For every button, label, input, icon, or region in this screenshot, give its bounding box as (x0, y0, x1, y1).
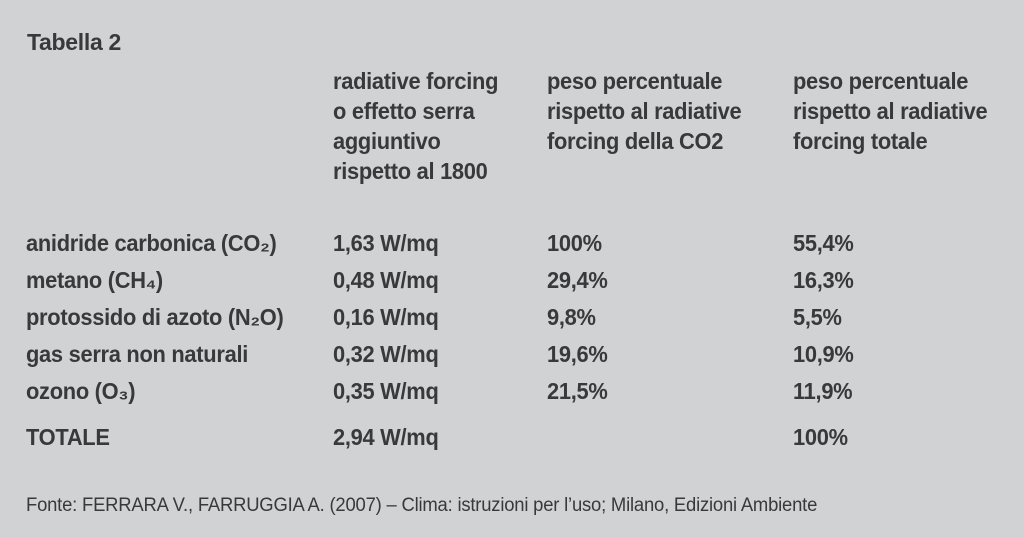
header-cell-pct-co2: peso percentuale rispetto al radiative f… (547, 66, 793, 186)
table-row-gas-serra-non-naturali: gas serra non naturali 0,32 W/mq 19,6% 1… (26, 336, 1018, 373)
row-label: gas serra non naturali (26, 341, 249, 367)
row-label-cell: anidride carbonica (CO₂) (26, 225, 333, 262)
pct-co2-value: 29,4% (547, 267, 608, 293)
row-label-cell: protossido di azoto (N₂O) (26, 299, 333, 336)
rf-cell: 1,63 W/mq (333, 225, 547, 262)
rf-value: 2,94 W/mq (333, 424, 439, 450)
rf-cell: 0,32 W/mq (333, 336, 547, 373)
source-note: Fonte: FERRARA V., FARRUGGIA A. (2007) –… (26, 495, 842, 517)
data-table: radiative forcing o effetto serra aggiun… (26, 66, 1018, 456)
pct-total-value: 5,5% (793, 304, 842, 330)
pct-co2-cell (547, 419, 793, 456)
row-label: protossido di azoto (N₂O) (26, 304, 284, 330)
source-text: Fonte: FERRARA V., FARRUGGIA A. (2007) –… (26, 495, 818, 516)
header-cell-empty (26, 66, 333, 186)
pct-co2-cell: 100% (547, 225, 793, 262)
rf-cell: 0,48 W/mq (333, 262, 547, 299)
pct-total-value: 11,9% (793, 378, 853, 404)
header-text: radiative forcing o effetto serra aggiun… (333, 68, 499, 184)
rf-cell: 0,35 W/mq (333, 373, 547, 410)
row-label: ozono (O₃) (26, 378, 136, 404)
rf-value: 1,63 W/mq (333, 230, 439, 256)
header-text: peso percentuale rispetto al radiative f… (547, 68, 742, 154)
pct-co2-value: 9,8% (547, 304, 596, 330)
pct-total-cell: 55,4% (793, 225, 1018, 262)
table-row-anidride-carbonica: anidride carbonica (CO₂) 1,63 W/mq 100% … (26, 225, 1018, 262)
table-row-ozono: ozono (O₃) 0,35 W/mq 21,5% 11,9% (26, 373, 1018, 410)
pct-co2-cell: 19,6% (547, 336, 793, 373)
pct-total-cell: 10,9% (793, 336, 1018, 373)
pct-total-cell: 100% (793, 419, 1018, 456)
rf-cell: 2,94 W/mq (333, 419, 547, 456)
rf-value: 0,16 W/mq (333, 304, 439, 330)
table-row-metano: metano (CH₄) 0,48 W/mq 29,4% 16,3% (26, 262, 1018, 299)
pct-co2-value: 21,5% (547, 378, 608, 404)
pct-co2-cell: 9,8% (547, 299, 793, 336)
rf-value: 0,48 W/mq (333, 267, 439, 293)
pct-total-value: 10,9% (793, 341, 854, 367)
row-label-cell: gas serra non naturali (26, 336, 333, 373)
pct-co2-value: 100% (547, 230, 602, 256)
row-label: TOTALE (26, 424, 110, 450)
table-body: anidride carbonica (CO₂) 1,63 W/mq 100% … (26, 225, 1018, 410)
pct-total-value: 55,4% (793, 230, 854, 256)
pct-total-cell: 11,9% (793, 373, 1018, 410)
header-cell-pct-total: peso percentuale rispetto al radiative f… (793, 66, 1018, 186)
row-label-cell: metano (CH₄) (26, 262, 333, 299)
rf-value: 0,35 W/mq (333, 378, 439, 404)
pct-total-value: 100% (793, 424, 848, 450)
header-text: peso percentuale rispetto al radiative f… (793, 68, 988, 154)
pct-co2-cell: 21,5% (547, 373, 793, 410)
pct-co2-cell: 29,4% (547, 262, 793, 299)
table-row-protossido-di-azoto: protossido di azoto (N₂O) 0,16 W/mq 9,8%… (26, 299, 1018, 336)
row-label-cell: ozono (O₃) (26, 373, 333, 410)
row-label: anidride carbonica (CO₂) (26, 230, 277, 256)
pct-co2-value: 19,6% (547, 341, 608, 367)
pct-total-value: 16,3% (793, 267, 854, 293)
table-header-row: radiative forcing o effetto serra aggiun… (26, 66, 1018, 186)
rf-value: 0,32 W/mq (333, 341, 439, 367)
pct-total-cell: 5,5% (793, 299, 1018, 336)
pct-total-cell: 16,3% (793, 262, 1018, 299)
header-cell-radiative-forcing: radiative forcing o effetto serra aggiun… (333, 66, 547, 186)
table-row-totale: TOTALE 2,94 W/mq 100% (26, 419, 1018, 456)
rf-cell: 0,16 W/mq (333, 299, 547, 336)
row-label: metano (CH₄) (26, 267, 163, 293)
table-title: Tabella 2 (27, 29, 122, 55)
row-label-cell: TOTALE (26, 419, 333, 456)
